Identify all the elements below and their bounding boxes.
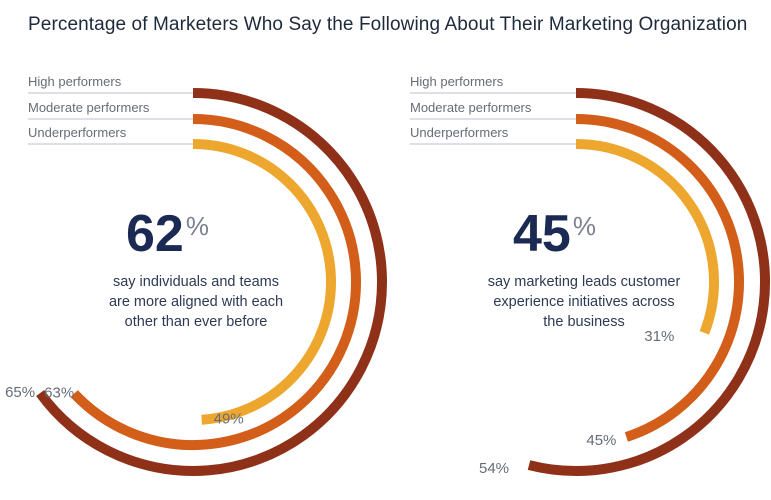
caption-line: the business	[543, 314, 625, 330]
value-label: 54%	[479, 460, 509, 477]
headline-caption-aligned: say individuals and teams are more align…	[86, 272, 306, 332]
caption-line: say individuals and teams	[112, 274, 280, 290]
caption-line: say marketing leads customer	[487, 274, 681, 290]
arc-underperformers	[575, 139, 719, 335]
arc-moderate-performers	[70, 114, 361, 450]
caption-line: experience initiatives across	[493, 294, 675, 310]
value-label: 63%	[44, 385, 74, 402]
headline-caption-marketing-leads: say marketing leads customer experience …	[459, 272, 709, 332]
value-label: 31%	[644, 328, 674, 345]
arc-high-performers	[36, 88, 387, 476]
value-label: 45%	[586, 432, 616, 449]
headline-percent-sign: %	[185, 211, 209, 241]
chart-title: Percentage of Marketers Who Say the Foll…	[28, 14, 748, 35]
legend-label: High performers	[28, 74, 122, 89]
headline-percent-aligned: 62%	[126, 208, 209, 260]
arc-high-performers	[527, 88, 770, 476]
legend-label: Underperformers	[410, 125, 509, 140]
legend-label: Underperformers	[28, 125, 127, 140]
value-label: 65%	[5, 384, 35, 401]
caption-line: are more aligned with each	[108, 294, 284, 310]
legend-label: Moderate performers	[410, 100, 532, 115]
legend-label: High performers	[410, 74, 504, 89]
legend-label: Moderate performers	[28, 100, 150, 115]
radial-chart-marketing-leads-cx: High performers 54% Moderate performers 45%…	[410, 74, 770, 477]
arc-moderate-performers	[575, 114, 744, 442]
headline-percent-marketing-leads: 45%	[513, 208, 596, 260]
arc-underperformers	[192, 139, 336, 425]
radial-chart-aligned-teams: High performers 65% Moderate performers 63%…	[5, 74, 387, 476]
headline-value: 45	[513, 205, 571, 263]
value-label: 49%	[214, 411, 244, 428]
headline-value: 62	[126, 205, 184, 263]
headline-percent-sign: %	[572, 211, 596, 241]
caption-line: other than ever before	[124, 314, 268, 330]
